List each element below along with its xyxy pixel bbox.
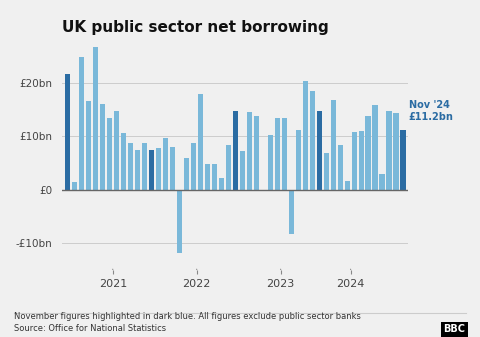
Bar	[163, 139, 168, 190]
Bar	[85, 101, 91, 190]
Bar	[218, 179, 224, 190]
Bar	[261, 190, 266, 191]
Bar	[296, 130, 301, 190]
Bar	[114, 111, 119, 190]
Bar	[351, 132, 357, 190]
Bar	[386, 111, 392, 190]
Bar	[177, 190, 182, 252]
Bar	[331, 100, 336, 190]
Bar	[134, 150, 140, 190]
Bar	[324, 153, 329, 190]
Text: Source: Office for National Statistics: Source: Office for National Statistics	[14, 324, 167, 333]
Bar	[169, 147, 175, 190]
Bar	[79, 58, 84, 190]
Bar	[107, 118, 112, 190]
Bar	[247, 112, 252, 190]
Bar	[372, 105, 378, 190]
Bar	[120, 133, 126, 190]
Bar	[156, 148, 161, 190]
Bar	[191, 143, 196, 190]
Bar	[212, 163, 217, 190]
Bar	[142, 143, 147, 190]
Bar	[253, 116, 259, 190]
Bar	[337, 146, 343, 190]
Bar	[275, 118, 280, 190]
Bar	[282, 118, 287, 190]
Bar	[345, 181, 350, 190]
Bar	[93, 47, 98, 190]
Bar	[65, 74, 70, 190]
Bar	[394, 113, 399, 190]
Text: BBC: BBC	[444, 324, 466, 334]
Bar	[288, 190, 294, 235]
Bar	[198, 94, 203, 190]
Bar	[226, 145, 231, 190]
Bar	[100, 104, 105, 190]
Text: UK public sector net borrowing: UK public sector net borrowing	[62, 20, 329, 35]
Bar	[72, 182, 77, 190]
Bar	[149, 150, 154, 190]
Bar	[359, 131, 364, 190]
Bar	[267, 135, 273, 190]
Text: Nov '24
£11.2bn: Nov '24 £11.2bn	[408, 99, 454, 122]
Bar	[316, 111, 322, 190]
Bar	[240, 151, 245, 190]
Bar	[310, 91, 315, 190]
Text: November figures highlighted in dark blue. All figures exclude public sector ban: November figures highlighted in dark blu…	[14, 312, 361, 321]
Bar	[365, 116, 371, 190]
Bar	[302, 82, 308, 190]
Bar	[128, 143, 133, 190]
Bar	[380, 174, 385, 190]
Bar	[233, 111, 238, 190]
Bar	[184, 158, 189, 190]
Bar	[400, 130, 406, 190]
Bar	[204, 164, 210, 190]
